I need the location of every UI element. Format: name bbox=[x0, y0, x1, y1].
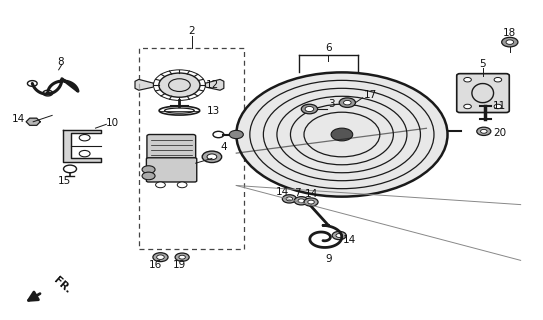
Circle shape bbox=[506, 40, 514, 44]
Circle shape bbox=[502, 37, 518, 47]
Circle shape bbox=[464, 104, 471, 109]
Text: 14: 14 bbox=[276, 188, 289, 197]
Circle shape bbox=[308, 200, 314, 204]
Text: 6: 6 bbox=[325, 43, 332, 53]
Circle shape bbox=[79, 134, 90, 141]
Text: 7: 7 bbox=[294, 188, 301, 198]
Circle shape bbox=[229, 130, 243, 139]
Circle shape bbox=[157, 255, 165, 260]
Circle shape bbox=[79, 150, 90, 157]
Circle shape bbox=[175, 253, 189, 261]
Circle shape bbox=[332, 231, 346, 240]
Text: 20: 20 bbox=[494, 128, 507, 138]
Text: 16: 16 bbox=[148, 260, 162, 269]
Text: 19: 19 bbox=[173, 260, 186, 269]
Text: FR.: FR. bbox=[52, 275, 73, 295]
Text: 3: 3 bbox=[328, 99, 334, 109]
FancyBboxPatch shape bbox=[457, 74, 509, 113]
Text: 2: 2 bbox=[188, 26, 195, 36]
Circle shape bbox=[477, 127, 491, 135]
Text: 4: 4 bbox=[220, 142, 226, 152]
Circle shape bbox=[298, 199, 305, 203]
Text: 10: 10 bbox=[106, 118, 119, 128]
Circle shape bbox=[153, 253, 168, 262]
Polygon shape bbox=[26, 118, 40, 125]
Circle shape bbox=[344, 100, 351, 105]
Circle shape bbox=[236, 72, 447, 197]
FancyBboxPatch shape bbox=[147, 134, 195, 162]
Circle shape bbox=[179, 255, 185, 259]
Circle shape bbox=[286, 197, 293, 201]
Text: 12: 12 bbox=[205, 80, 219, 90]
Circle shape bbox=[339, 98, 356, 108]
Text: 15: 15 bbox=[58, 176, 71, 186]
Circle shape bbox=[294, 197, 308, 205]
Circle shape bbox=[305, 107, 314, 112]
Text: 13: 13 bbox=[206, 106, 220, 116]
Polygon shape bbox=[135, 79, 154, 90]
Circle shape bbox=[494, 77, 502, 82]
Circle shape bbox=[464, 77, 471, 82]
FancyBboxPatch shape bbox=[147, 158, 197, 182]
Polygon shape bbox=[205, 79, 224, 90]
Circle shape bbox=[177, 182, 187, 188]
Circle shape bbox=[301, 104, 318, 114]
Circle shape bbox=[202, 151, 222, 163]
Text: 9: 9 bbox=[325, 254, 332, 264]
Text: 18: 18 bbox=[503, 28, 516, 38]
Circle shape bbox=[494, 104, 502, 109]
Circle shape bbox=[481, 129, 487, 133]
Circle shape bbox=[142, 172, 155, 180]
Circle shape bbox=[304, 198, 318, 206]
Text: 11: 11 bbox=[493, 101, 506, 111]
Text: 8: 8 bbox=[57, 57, 64, 67]
Circle shape bbox=[207, 154, 217, 160]
Circle shape bbox=[331, 128, 353, 141]
Text: 14: 14 bbox=[305, 189, 318, 199]
Circle shape bbox=[282, 195, 296, 203]
Circle shape bbox=[142, 166, 155, 173]
Text: 14: 14 bbox=[11, 114, 25, 124]
Text: 14: 14 bbox=[343, 235, 356, 245]
Polygon shape bbox=[63, 130, 101, 162]
Circle shape bbox=[159, 73, 200, 97]
Text: 17: 17 bbox=[364, 90, 377, 100]
Text: 5: 5 bbox=[479, 59, 486, 69]
Circle shape bbox=[336, 234, 343, 237]
Circle shape bbox=[156, 182, 166, 188]
